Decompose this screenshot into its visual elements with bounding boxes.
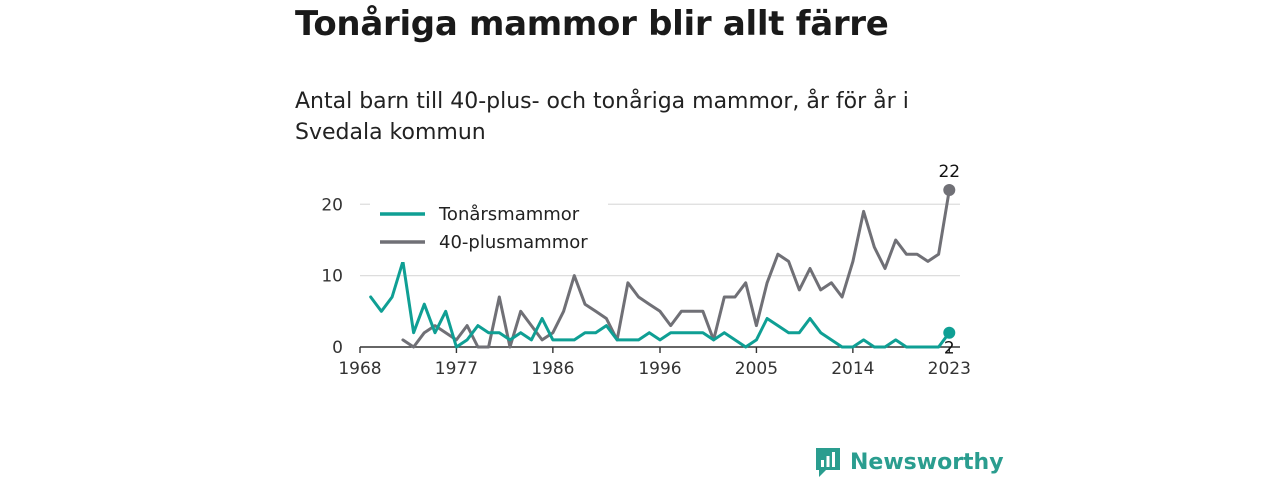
- line-chart: 0 10 20 1968 1977 1986 1996 2005 2014 2023 Tonår…: [321, 162, 971, 379]
- legend: Tonårsmammor 40-plusmammor: [370, 198, 608, 262]
- y-axis-ticks: 0 10 20: [321, 195, 343, 358]
- legend-label: 40-plusmammor: [439, 232, 588, 253]
- legend-label: Tonårsmammor: [438, 204, 580, 225]
- x-axis: 1968 1977 1986 1996 2005 2014 2023: [338, 346, 971, 379]
- y-tick-label: 0: [332, 338, 343, 358]
- x-tick-label: 2023: [928, 359, 971, 379]
- chart-subtitle: Antal barn till 40-plus- och tonåriga ma…: [295, 89, 909, 145]
- brand-name: Newsworthy: [850, 449, 1004, 475]
- y-tick-label: 10: [321, 267, 343, 287]
- newsworthy-logo-icon: [816, 448, 840, 477]
- series-lines: [369, 188, 951, 349]
- x-tick-label: 2014: [831, 359, 874, 379]
- chart-title: Tonåriga mammor blir allt färre: [295, 4, 889, 44]
- x-tick-label: 1996: [638, 359, 681, 379]
- end-value-label: 22: [938, 162, 960, 182]
- newsworthy-logo[interactable]: Newsworthy: [814, 446, 1004, 478]
- end-point-Tonårsmammor: [943, 326, 956, 339]
- series-line-40-plusmammor: [401, 188, 951, 349]
- end-point-40-plusmammor: [943, 184, 956, 196]
- y-tick-label: 20: [321, 195, 343, 215]
- end-value-label: 2: [944, 339, 955, 359]
- legend-background: [370, 198, 608, 262]
- x-tick-label: 2005: [735, 359, 778, 379]
- series-line-Tonårsmammor: [369, 259, 951, 349]
- x-tick-label: 1986: [531, 359, 574, 379]
- end-markers: 222: [938, 162, 960, 359]
- x-tick-label: 1977: [435, 359, 478, 379]
- x-tick-label: 1968: [338, 359, 381, 379]
